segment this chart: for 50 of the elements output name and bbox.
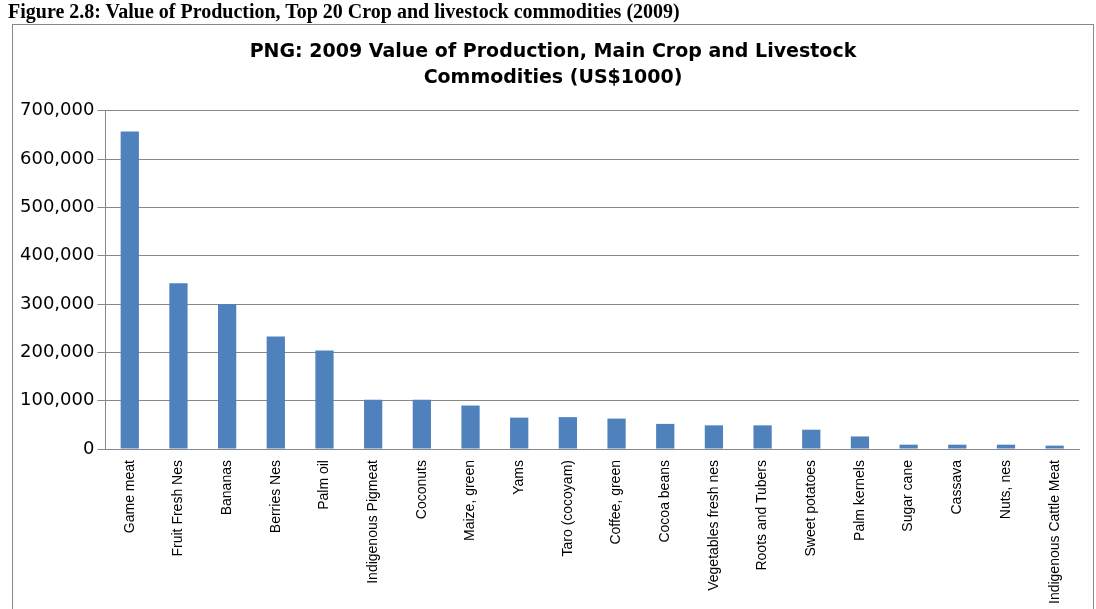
- y-tick-label: 0: [82, 436, 95, 458]
- x-tick-label: Berries Nes: [266, 460, 283, 534]
- x-tick-label: Sugar cane: [899, 459, 916, 532]
- y-tick-label: 400,000: [20, 243, 95, 265]
- bar: [120, 131, 139, 449]
- bar: [948, 444, 967, 449]
- y-tick-label: 200,000: [20, 340, 95, 362]
- x-tick-label: Cassava: [948, 459, 965, 515]
- bar: [266, 336, 285, 449]
- y-tick-label: 500,000: [20, 195, 95, 217]
- bar: [996, 444, 1016, 449]
- x-tick-label: Nuts, nes: [996, 460, 1013, 520]
- x-tick-label: Sweet potatoes: [802, 460, 819, 557]
- x-tick-label: Taro (cocoyam): [558, 460, 575, 557]
- bar: [802, 429, 821, 449]
- x-tick-label: Fruit Fresh Nes: [169, 460, 186, 557]
- bar: [412, 399, 431, 449]
- bar: [364, 399, 383, 449]
- x-tick-label: Vegetables fresh nes: [704, 460, 721, 591]
- x-tick-label: Coffee, green: [607, 460, 624, 545]
- bar: [218, 304, 237, 449]
- x-tick-label: Yams: [510, 460, 527, 495]
- x-tick-label: Cocoa beans: [656, 460, 673, 543]
- x-tick-label: Roots and Tubers: [753, 460, 770, 571]
- x-tick-label: Indigenous Cattle Meat: [1045, 459, 1062, 605]
- caption: Figure 2.8: Value of Production, Top 20 Crop and livestock commodities (2009): [8, 0, 680, 22]
- y-tick-label: 700,000: [20, 98, 95, 120]
- bar: [510, 417, 529, 449]
- x-tick-label: Game meat: [120, 459, 137, 534]
- bar: [558, 417, 578, 449]
- x-tick-label: Palm oil: [315, 460, 332, 510]
- bar: [1045, 445, 1064, 449]
- x-tick-label: Bananas: [217, 460, 234, 516]
- bar: [315, 350, 334, 449]
- bar: [169, 283, 188, 449]
- bar: [607, 418, 626, 449]
- x-tick-label: Palm kernels: [850, 460, 867, 541]
- bar: [753, 425, 772, 449]
- chart-title: PNG: 2009 Value of Production, Main Crop and Livestock Commodities (US$1000): [248, 38, 858, 89]
- y-tick-label: 600,000: [20, 146, 95, 168]
- y-tick-label: 300,000: [20, 291, 95, 313]
- bar: [850, 436, 870, 449]
- x-tick-label: Coconuts: [412, 460, 429, 520]
- bar: [899, 444, 918, 449]
- y-tick-label: 100,000: [20, 388, 95, 410]
- x-tick-label: Maize, green: [461, 460, 478, 541]
- x-tick-label: Indigenous Pigmeat: [364, 459, 381, 584]
- bar: [704, 425, 724, 449]
- bar: [461, 405, 480, 449]
- bar: [656, 423, 675, 449]
